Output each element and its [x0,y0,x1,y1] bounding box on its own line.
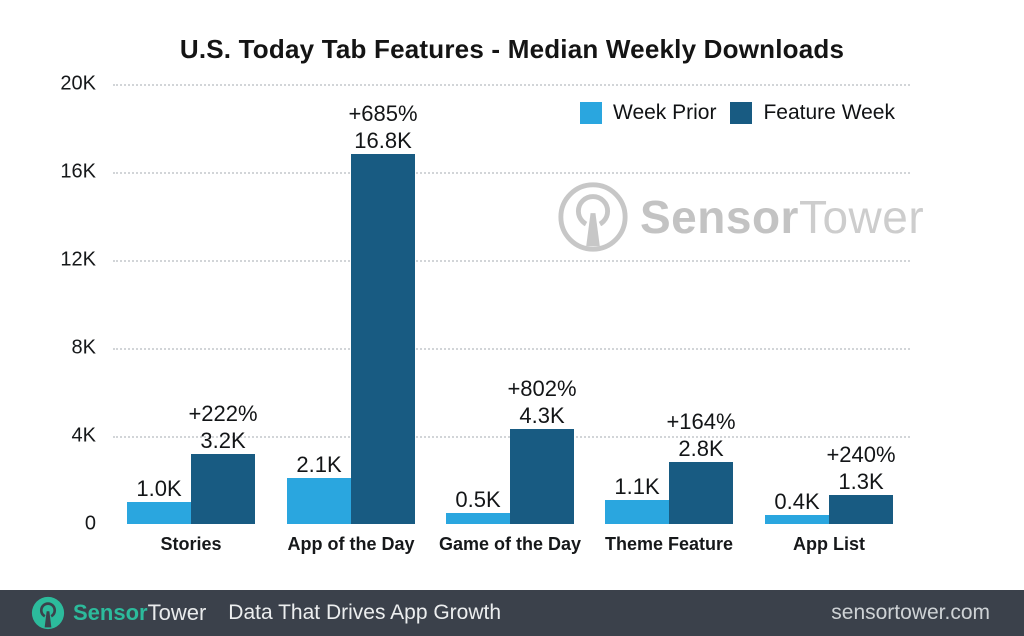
watermark: SensorTower [556,180,924,254]
bar-week-prior [765,515,829,524]
bar-value-label: 2.1K [296,451,342,477]
bar-value-label: 16.8K [354,128,412,154]
chart-title: U.S. Today Tab Features - Median Weekly … [179,34,845,64]
footer-site-url: sensortower.com [831,601,990,624]
category-label: App List [793,534,865,554]
category-label: App of the Day [287,534,415,554]
sensortower-logo-icon [558,182,628,252]
bar-value-label: 1.0K [136,476,182,501]
bar-week-prior [605,499,669,524]
pct-change-label: +802% [507,376,577,402]
pct-change-label: +240% [826,442,896,468]
y-axis-tick-label: 0 [84,512,96,535]
footer-brand-light: Tower [147,600,207,625]
legend-item-week-prior: Week Prior [580,101,716,125]
category-label: Stories [160,534,222,554]
sensortower-logo-icon [31,596,65,630]
footer-brand: SensorTower [73,600,206,626]
week-prior-swatch [580,102,602,124]
bar-feature-week [669,462,733,524]
bar-week-prior [287,477,351,524]
bar-value-label: 3.2K [200,427,246,453]
watermark-light: Tower [798,191,925,243]
gridline-16K [113,172,910,174]
legend: Week Prior Feature Week [580,101,895,125]
bar-feature-week [510,429,574,524]
bar-week-prior [127,502,191,524]
legend-label: Feature Week [763,101,895,124]
feature-week-swatch [730,102,753,124]
gridline-20K [113,84,910,86]
y-axis-tick-label: 8K [71,336,96,359]
y-axis-tick-label: 16K [60,160,96,183]
category-label: Theme Feature [604,534,734,554]
footer-bar: SensorTower Data That Drives App Growth … [0,590,1024,636]
bar-value-label: 4.3K [519,403,565,429]
bar-feature-week [191,453,255,524]
y-axis-tick-label: 4K [71,424,96,447]
footer-tagline: Data That Drives App Growth [228,601,502,624]
bar-value-label: 0.5K [455,487,501,512]
bar-feature-week [829,495,893,524]
bar-value-label: 1.3K [838,469,884,495]
y-axis-tick-label: 12K [60,248,96,271]
pct-change-label: +222% [188,400,258,426]
bar-value-label: 2.8K [678,436,724,462]
legend-item-feature-week: Feature Week [730,101,895,125]
category-label: Game of the Day [438,534,582,554]
watermark-bold: Sensor [640,191,799,243]
bar-value-label: 1.1K [614,473,660,499]
bar-value-label: 0.4K [774,489,820,515]
footer-brand-bold: Sensor [73,600,148,625]
gridline-12K [113,260,910,262]
pct-change-label: +164% [666,409,736,435]
bar-week-prior [446,513,510,524]
bar-feature-week [351,154,415,524]
y-axis-tick-label: 20K [60,72,96,95]
legend-label: Week Prior [613,101,717,124]
watermark-text: SensorTower [640,190,924,244]
pct-change-label: +685% [348,101,418,127]
gridline-8K [113,348,910,350]
